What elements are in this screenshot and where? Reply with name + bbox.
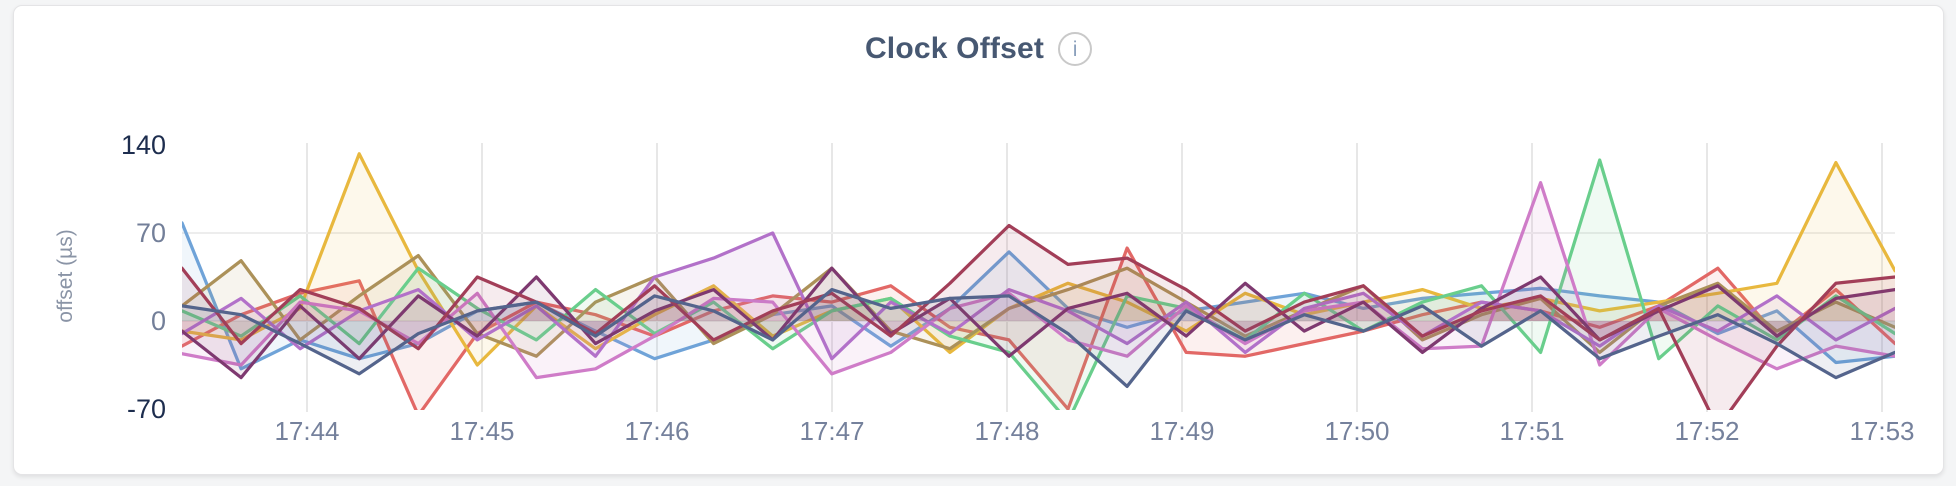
- x-axis-tick-label: 17:46: [624, 416, 689, 446]
- clock-offset-chart[interactable]: 140 70 0 -70 17:44 17:45 17:46 17:47 17:48 17:49 1…: [14, 6, 1956, 486]
- series-line-gold[interactable]: [182, 152, 1895, 367]
- x-axis-tick-label: 17:51: [1499, 416, 1564, 446]
- info-icon-glyph: i: [1072, 37, 1078, 61]
- x-axis-tick-label: 17:47: [799, 416, 864, 446]
- chart-series-group: [182, 152, 1895, 428]
- chart-header: Clock Offset i: [14, 32, 1943, 66]
- x-axis-tick-label: 17:53: [1849, 416, 1914, 446]
- series-area-orchid: [182, 182, 1895, 378]
- y-axis-tick-label: 140: [121, 130, 166, 160]
- x-axis-tick-label: 17:48: [974, 416, 1039, 446]
- y-axis-tick-label: 0: [151, 306, 166, 336]
- chart-card: Clock Offset i 140 70 0 -70 17:44 17:45 17:46 1…: [13, 5, 1944, 475]
- x-axis-tick-label: 17:45: [449, 416, 514, 446]
- y-axis-title: offset (µs): [54, 229, 77, 322]
- y-axis-tick-label: 70: [136, 218, 166, 248]
- x-axis-tick-label: 17:50: [1324, 416, 1389, 446]
- series-line-slate[interactable]: [182, 287, 1895, 389]
- chart-title: Clock Offset: [864, 32, 1045, 65]
- series-line-violet[interactable]: [182, 231, 1895, 361]
- axis-layer: 140 70 0 -70 17:44 17:45 17:46 17:47 17:48 17:49 1…: [121, 130, 1915, 446]
- x-axis-tick-label: 17:52: [1674, 416, 1739, 446]
- info-icon[interactable]: i: [1058, 32, 1093, 66]
- y-axis-tick-label: -70: [127, 394, 166, 424]
- series-line-maroon[interactable]: [182, 223, 1895, 428]
- series-area-khaki: [182, 255, 1895, 357]
- x-axis-tick-label: 17:49: [1149, 416, 1214, 446]
- series-area-coral: [182, 248, 1895, 410]
- series-area-green: [182, 160, 1895, 410]
- x-axis-tick-label: 17:44: [274, 416, 339, 446]
- series-area-maroon: [182, 225, 1895, 410]
- series-area-plum: [182, 268, 1895, 378]
